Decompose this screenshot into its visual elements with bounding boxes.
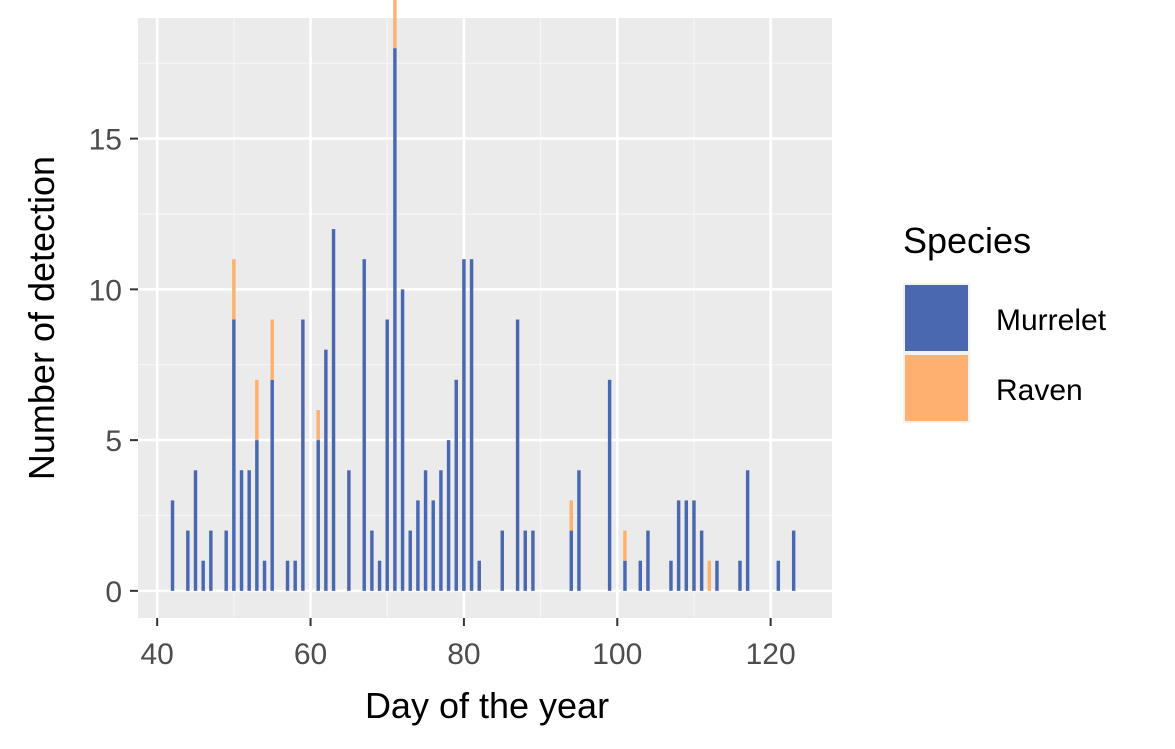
- bar-murrelet: [201, 560, 205, 591]
- legend: Species Murrelet Raven: [903, 220, 1107, 423]
- bar-raven: [232, 259, 236, 320]
- bar-murrelet: [569, 530, 573, 591]
- bar-raven: [393, 0, 397, 49]
- x-axis-title: Day of the year: [365, 685, 609, 726]
- bar-murrelet: [370, 530, 374, 591]
- bar-murrelet: [791, 530, 796, 591]
- bar-murrelet: [193, 470, 198, 591]
- bar-murrelet: [531, 530, 535, 591]
- bar-murrelet: [270, 379, 274, 591]
- bar-murrelet: [324, 349, 328, 591]
- bar-murrelet: [416, 500, 420, 591]
- bar-murrelet: [776, 560, 781, 591]
- bar-murrelet: [293, 560, 297, 591]
- y-tick-label: 15: [89, 124, 122, 157]
- x-tick-label: 100: [592, 638, 642, 671]
- x-tick-label: 80: [447, 638, 480, 671]
- bar-murrelet: [500, 530, 504, 591]
- bar-murrelet: [393, 48, 397, 591]
- bar-murrelet: [431, 500, 435, 591]
- bar-murrelet: [316, 440, 320, 591]
- bar-raven: [623, 530, 627, 561]
- bar-murrelet: [385, 319, 389, 591]
- bar-murrelet: [638, 560, 643, 591]
- legend-title: Species: [903, 220, 1031, 261]
- bar-murrelet: [362, 259, 366, 591]
- legend-key-raven: [905, 355, 968, 421]
- bar-murrelet: [692, 500, 696, 591]
- bar-murrelet: [255, 440, 259, 591]
- bar-murrelet: [669, 560, 673, 591]
- plot-panel: [138, 18, 832, 618]
- bar-murrelet: [515, 319, 520, 591]
- legend-key-murrelet: [905, 285, 968, 351]
- bar-raven: [569, 500, 573, 531]
- bar-murrelet: [423, 470, 428, 591]
- bar-murrelet: [646, 530, 650, 591]
- bar-murrelet: [209, 530, 213, 591]
- x-tick-label: 60: [294, 638, 327, 671]
- bar-murrelet: [607, 379, 612, 591]
- x-tick-label: 120: [746, 638, 796, 671]
- bar-murrelet: [301, 319, 305, 591]
- bar-murrelet: [623, 560, 627, 591]
- axes: 40 60 80 100 120 0 5 10 15: [89, 124, 796, 671]
- bar-murrelet: [239, 470, 244, 591]
- bar-murrelet: [454, 379, 458, 591]
- bar-murrelet: [400, 289, 405, 591]
- bar-murrelet: [462, 259, 466, 591]
- bar-murrelet: [446, 440, 451, 591]
- bar-murrelet: [232, 319, 236, 591]
- legend-label-murrelet: Murrelet: [996, 304, 1107, 337]
- bar-murrelet: [439, 470, 443, 591]
- bar-murrelet: [285, 560, 290, 591]
- bar-murrelet: [186, 530, 190, 591]
- bar-murrelet: [331, 229, 336, 591]
- bar-murrelet: [469, 259, 474, 591]
- bar-murrelet: [699, 530, 704, 591]
- bar-murrelet: [577, 470, 581, 591]
- bar-murrelet: [170, 500, 175, 591]
- bar-raven: [707, 560, 712, 591]
- bar-murrelet: [745, 470, 750, 591]
- bar-murrelet: [684, 500, 689, 591]
- bar-murrelet: [676, 500, 681, 591]
- bar-raven: [255, 379, 259, 441]
- bar-murrelet: [408, 530, 412, 591]
- legend-label-raven: Raven: [996, 374, 1083, 407]
- bar-murrelet: [377, 560, 382, 591]
- panel-background: [138, 18, 832, 618]
- bar-murrelet: [224, 530, 228, 591]
- bars: [170, 0, 796, 591]
- bar-raven: [316, 409, 320, 441]
- y-tick-label: 5: [105, 425, 122, 458]
- bar-murrelet: [715, 560, 719, 591]
- bar-murrelet: [347, 470, 351, 591]
- bar-raven: [270, 319, 274, 380]
- bar-murrelet: [523, 530, 527, 591]
- y-tick-label: 10: [89, 274, 122, 307]
- bar-murrelet: [262, 560, 267, 591]
- bar-murrelet: [738, 560, 742, 591]
- bar-murrelet: [247, 470, 251, 591]
- bar-murrelet: [477, 560, 481, 591]
- y-axis-title: Number of detection: [21, 156, 62, 480]
- x-tick-label: 40: [140, 638, 173, 671]
- y-tick-label: 0: [105, 576, 122, 609]
